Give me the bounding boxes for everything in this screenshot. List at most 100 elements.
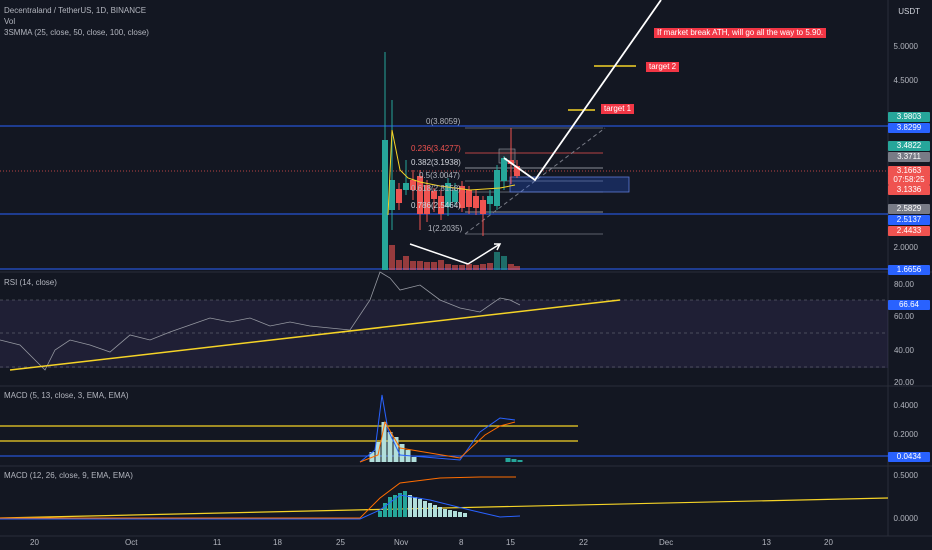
- time-tick: 22: [579, 538, 588, 547]
- time-tick: 13: [762, 538, 771, 547]
- macd-slow-line: [0, 494, 521, 520]
- moving-average-legend[interactable]: 3SMMA (25, close, 50, close, 100, close): [4, 28, 149, 37]
- symbol-title[interactable]: Decentraland / TetherUS, 1D, BINANCE: [4, 6, 147, 15]
- arrowhead: [494, 243, 502, 251]
- volume-bar: [473, 265, 479, 270]
- volume-bar: [396, 260, 402, 270]
- ath-note-label[interactable]: If market break ATH, will go all the way…: [654, 28, 827, 38]
- time-tick: Oct: [125, 538, 138, 547]
- volume-bar: [417, 261, 423, 270]
- macd-slow-signal-line: [0, 476, 516, 519]
- rsi-line: [0, 271, 521, 371]
- macd-fast-histogram-bar: [375, 442, 381, 462]
- rsi-value-tag: 66.64: [888, 300, 930, 310]
- macd-fast-signal-line: [359, 420, 516, 463]
- macd-slow-histogram-bar: [463, 513, 467, 517]
- macd-fast-histogram-bar: [505, 458, 511, 462]
- time-tick: 20: [824, 538, 833, 547]
- time-tick: 11: [213, 538, 222, 547]
- macd-fast-legend[interactable]: MACD (5, 13, close, 3, EMA, EMA): [4, 391, 129, 400]
- fib-level-0382: 0.382(3.1938): [411, 158, 461, 167]
- candle-body: [389, 180, 395, 210]
- price-tag-low-box: 3.1336: [888, 185, 930, 195]
- rsi-legend[interactable]: RSI (14, close): [4, 278, 57, 287]
- volume-bar: [452, 265, 458, 270]
- rsi-tick: 20.00: [893, 378, 914, 387]
- macd-slow-histogram-bar: [433, 505, 437, 517]
- time-tick: 15: [506, 538, 515, 547]
- candle-body: [417, 176, 423, 214]
- candle-body: [403, 183, 409, 190]
- macd-slow-histogram-bar: [383, 503, 387, 517]
- macd-fast-tick: 0.4000: [893, 401, 918, 410]
- volume-bar: [445, 264, 451, 270]
- candle-body: [473, 196, 479, 208]
- candle-body: [445, 183, 451, 207]
- rsi-tick: 60.00: [893, 312, 914, 321]
- volume-bar: [514, 266, 520, 270]
- projection-path: [503, 0, 662, 182]
- candle-body: [452, 190, 458, 202]
- volume-bar: [389, 245, 395, 270]
- arrow-down-line: [409, 243, 469, 265]
- time-tick: Nov: [394, 538, 409, 547]
- volume-bar: [382, 220, 388, 270]
- countdown-tag: 07:58:25: [888, 175, 930, 185]
- price-tag-fib-low: 2.5829: [888, 204, 930, 214]
- time-tick: 8: [459, 538, 464, 547]
- macd-slow-legend[interactable]: MACD (12, 26, close, 9, EMA, EMA): [4, 471, 133, 480]
- candle-body: [480, 200, 486, 214]
- volume-bar: [410, 261, 416, 270]
- price-tag-support: 2.5137: [888, 215, 930, 225]
- macd-slow-trend-line: [0, 497, 889, 519]
- price-tick: 2.0000: [893, 243, 918, 252]
- volume-bar: [480, 264, 486, 270]
- consolidation-box: [509, 176, 630, 193]
- macd-fast-histogram-bar: [381, 422, 387, 462]
- price-tag-fib-mid: 3.3711: [888, 152, 930, 162]
- currency-label[interactable]: USDT: [898, 7, 920, 16]
- fib-level-0786: 0.786(2.5464): [411, 201, 461, 210]
- macd-slow-tick: 0.5000: [893, 471, 918, 480]
- price-tag-last: 3.1663: [888, 166, 930, 176]
- volume-legend[interactable]: Vol: [4, 17, 16, 26]
- macd-slow-histogram-bar: [408, 495, 412, 517]
- macd-slow-histogram-bar: [453, 511, 457, 517]
- macd-fast-value-tag: 0.0434: [888, 452, 930, 462]
- macd-slow-tick: 0.0000: [893, 514, 918, 523]
- time-tick: 25: [336, 538, 345, 547]
- price-tick: 5.0000: [893, 42, 918, 51]
- rsi-tick: 80.00: [893, 280, 914, 289]
- macd-fast-tick: 0.2000: [893, 430, 918, 439]
- macd-slow-histogram-bar: [388, 497, 392, 517]
- target-1-label[interactable]: target 1: [601, 104, 635, 114]
- macd-fast-histogram-bar: [399, 444, 405, 462]
- candle-body: [382, 140, 388, 270]
- fib-level-0: 0(3.8059): [426, 117, 461, 126]
- macd-fast-histogram-bar: [511, 459, 517, 462]
- price-tick: 4.5000: [893, 76, 918, 85]
- macd-fast-histogram-bar: [387, 432, 393, 462]
- candle-body: [438, 196, 444, 214]
- volume-bar: [431, 262, 437, 270]
- price-tag-bottom: 1.6656: [888, 265, 930, 275]
- time-tick: 20: [30, 538, 39, 547]
- volume-bar: [459, 265, 465, 270]
- volume-bar: [494, 252, 500, 270]
- arrow-up-line: [467, 243, 501, 265]
- price-tag-fib-high: 3.4822: [888, 141, 930, 151]
- candle-body: [466, 190, 472, 207]
- price-tag-low: 2.4433: [888, 226, 930, 236]
- volume-bar: [501, 256, 507, 270]
- candle-body: [487, 196, 493, 204]
- time-tick: 18: [273, 538, 282, 547]
- volume-bar: [438, 260, 444, 270]
- candle-body: [410, 180, 416, 190]
- target-2-label[interactable]: target 2: [646, 62, 680, 72]
- candle-body: [501, 158, 507, 181]
- macd-fast-histogram-bar: [393, 437, 399, 462]
- macd-slow-histogram-bar: [438, 507, 442, 517]
- moving-average-line: [387, 129, 516, 216]
- rsi-tick: 40.00: [893, 346, 914, 355]
